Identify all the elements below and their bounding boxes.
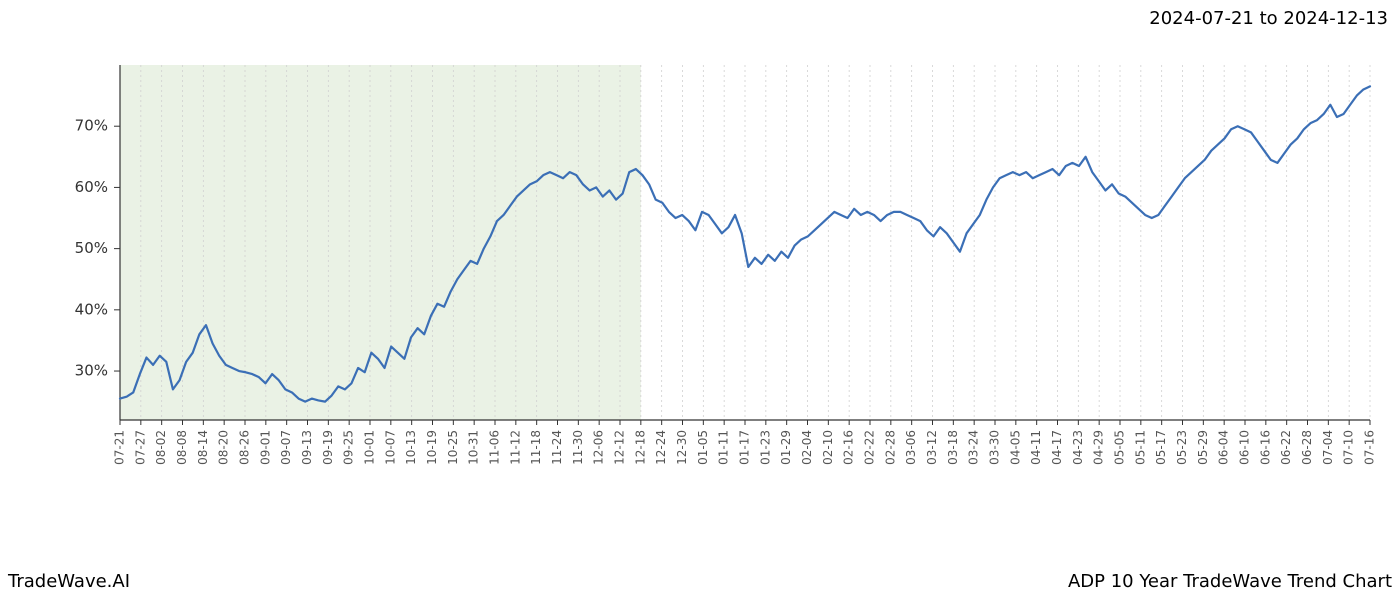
chart-title: ADP 10 Year TradeWave Trend Chart	[1068, 571, 1392, 592]
x-tick-label: 09-25	[342, 430, 356, 465]
x-tick-label: 08-20	[217, 430, 231, 465]
x-tick-label: 01-05	[696, 430, 710, 465]
x-tick-label: 01-29	[779, 430, 793, 465]
x-tick-label: 04-17	[1050, 430, 1064, 465]
x-tick-label: 05-11	[1133, 430, 1147, 465]
x-tick-label: 12-24	[654, 430, 668, 465]
x-tick-label: 11-30	[571, 430, 585, 465]
x-tick-label: 10-13	[404, 430, 418, 465]
x-tick-label: 11-12	[508, 430, 522, 465]
x-tick-label: 01-23	[758, 430, 772, 465]
x-tick-label: 12-18	[633, 430, 647, 465]
x-tick-label: 06-28	[1300, 430, 1314, 465]
x-tick-label: 02-10	[821, 430, 835, 465]
x-tick-label: 10-25	[446, 430, 460, 465]
x-tick-label: 03-30	[988, 430, 1002, 465]
x-tick-label: 05-23	[1175, 430, 1189, 465]
x-tick-label: 02-04	[800, 430, 814, 465]
x-tick-label: 04-11	[1029, 430, 1043, 465]
x-tick-label: 04-23	[1071, 430, 1085, 465]
x-tick-label: 09-19	[321, 430, 335, 465]
x-tick-label: 11-24	[550, 430, 564, 465]
date-range-label: 2024-07-21 to 2024-12-13	[1149, 8, 1388, 29]
x-tick-label: 04-29	[1092, 430, 1106, 465]
y-tick-label: 40%	[75, 300, 108, 318]
x-tick-label: 03-24	[967, 430, 981, 465]
x-tick-label: 03-06	[904, 430, 918, 465]
x-tick-label: 10-07	[383, 430, 397, 465]
x-tick-label: 09-01	[258, 430, 272, 465]
x-tick-label: 08-14	[196, 430, 210, 465]
x-tick-label: 07-16	[1363, 430, 1377, 465]
x-tick-label: 02-28	[883, 430, 897, 465]
x-tick-label: 08-08	[175, 430, 189, 465]
x-tick-label: 09-13	[300, 430, 314, 465]
x-tick-label: 08-02	[154, 430, 168, 465]
x-tick-label: 10-31	[467, 430, 481, 465]
x-tick-label: 02-16	[842, 430, 856, 465]
x-tick-label: 11-18	[529, 430, 543, 465]
x-tick-label: 10-01	[363, 430, 377, 465]
x-tick-label: 03-18	[946, 430, 960, 465]
y-tick-label: 50%	[75, 239, 108, 257]
x-tick-label: 01-17	[738, 430, 752, 465]
x-tick-label: 07-27	[133, 430, 147, 465]
x-tick-label: 12-06	[592, 430, 606, 465]
x-tick-label: 06-16	[1258, 430, 1272, 465]
y-tick-label: 60%	[75, 178, 108, 196]
x-tick-label: 04-05	[1008, 430, 1022, 465]
x-tick-label: 06-22	[1279, 430, 1293, 465]
x-tick-label: 05-17	[1154, 430, 1168, 465]
trend-chart: 30%40%50%60%70%07-2107-2708-0208-0808-14…	[100, 60, 1380, 490]
x-tick-label: 07-21	[113, 430, 127, 465]
x-tick-label: 08-26	[238, 430, 252, 465]
x-tick-label: 12-30	[675, 430, 689, 465]
y-tick-label: 70%	[75, 117, 108, 135]
x-tick-label: 02-22	[863, 430, 877, 465]
x-tick-label: 03-12	[925, 430, 939, 465]
brand-label: TradeWave.AI	[8, 571, 130, 592]
highlight-band	[120, 65, 641, 420]
x-tick-label: 11-06	[488, 430, 502, 465]
x-tick-label: 05-05	[1113, 430, 1127, 465]
x-tick-label: 09-07	[279, 430, 293, 465]
x-tick-label: 05-29	[1196, 430, 1210, 465]
x-tick-label: 07-10	[1342, 430, 1356, 465]
x-tick-label: 07-04	[1321, 430, 1335, 465]
x-tick-label: 06-04	[1217, 430, 1231, 465]
x-tick-label: 01-11	[717, 430, 731, 465]
x-tick-label: 10-19	[425, 430, 439, 465]
y-tick-label: 30%	[75, 362, 108, 380]
x-tick-label: 06-10	[1238, 430, 1252, 465]
x-tick-label: 12-12	[613, 430, 627, 465]
